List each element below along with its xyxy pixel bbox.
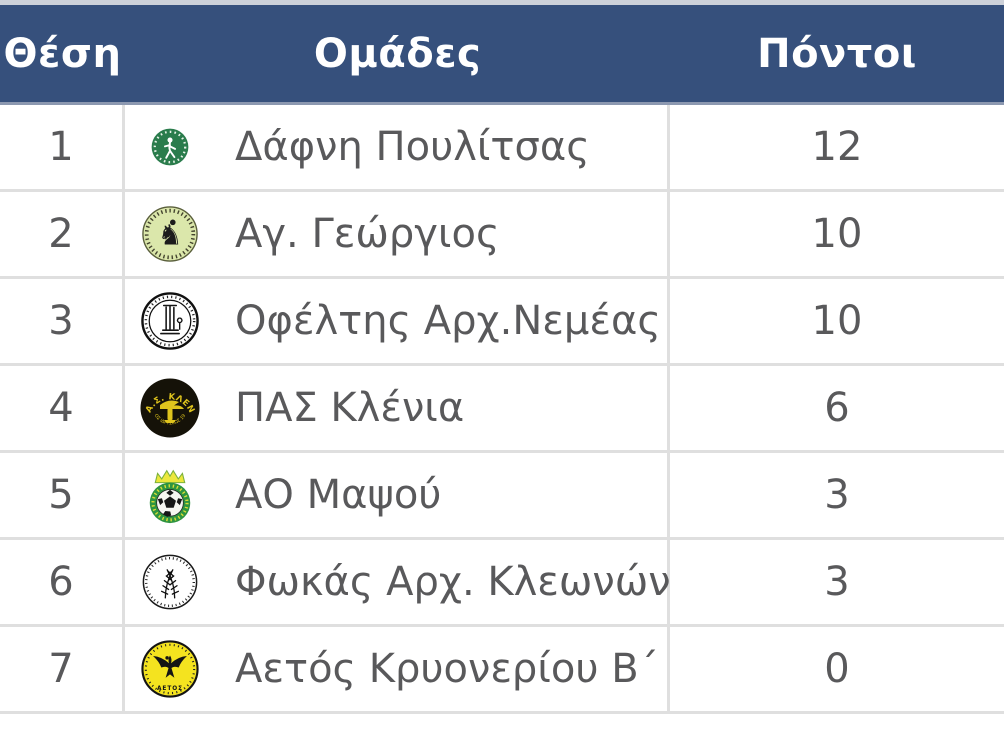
header-position: Θέση	[3, 30, 122, 77]
team-cell: Φωκάς Αρχ. Κλεωνών	[125, 540, 671, 624]
position-cell: 1	[0, 105, 125, 189]
points-cell: 12	[811, 124, 863, 170]
position-cell: 7	[0, 627, 125, 711]
position-cell: 3	[0, 279, 125, 363]
header-teams: Ομάδες	[313, 30, 482, 77]
table-header-row: Θέση Ομάδες Πόντοι	[0, 5, 1004, 105]
points-cell: 10	[811, 211, 863, 257]
fokas-archaion-kleonon-crest-icon	[137, 554, 203, 610]
points-cell: 6	[824, 385, 850, 431]
team-name: Αγ. Γεώργιος	[235, 211, 500, 257]
ao-mapsou-crest-icon	[137, 466, 203, 525]
team-name: Φωκάς Αρχ. Κλεωνών	[235, 559, 671, 605]
team-name: Αετός Κρυονερίου Β΄	[235, 646, 659, 692]
team-name: Δάφνη Πουλίτσας	[235, 124, 590, 170]
table-row: 1 Δάφνη Πουλίτσας 12	[0, 105, 1004, 192]
position-cell: 2	[0, 192, 125, 276]
svg-text:♞: ♞	[157, 218, 182, 251]
points-cell: 10	[811, 298, 863, 344]
agios-georgios-crest-icon: ♞	[137, 206, 203, 262]
points-cell: 0	[824, 646, 850, 692]
svg-text:ΑΕΤΟΣ: ΑΕΤΟΣ	[157, 686, 183, 692]
points-cell: 3	[824, 559, 850, 605]
standings-table: Θέση Ομάδες Πόντοι 1 Δάφνη Πουλίτσας 12	[0, 0, 1004, 714]
position-cell: 6	[0, 540, 125, 624]
table-row: 4 Π.Α.Σ. ΚΛΕΝΙΑ ΕΤΟΣ ΙΔΡΥΣΕΩΣ 1980	[0, 366, 1004, 453]
header-points: Πόντοι	[757, 30, 917, 77]
table-row: 3 Οφέλτης Αρχ.Νεμέας 10	[0, 279, 1004, 366]
table-row: 6 Φωκάς Αρχ. Κλεωνών	[0, 540, 1004, 627]
position-cell: 5	[0, 453, 125, 537]
table-row: 5	[0, 453, 1004, 540]
points-cell: 3	[824, 472, 850, 518]
team-name: Οφέλτης Αρχ.Νεμέας	[235, 298, 661, 344]
team-cell: Οφέλτης Αρχ.Νεμέας	[125, 279, 670, 363]
table-row: 2 ♞ Αγ. Γεώργιος 10	[0, 192, 1004, 279]
team-cell: Π.Α.Σ. ΚΛΕΝΙΑ ΕΤΟΣ ΙΔΡΥΣΕΩΣ 1980 ΠΑΣ Κλέ…	[125, 366, 670, 450]
team-name: ΠΑΣ Κλένια	[235, 385, 465, 431]
position-cell: 4	[0, 366, 125, 450]
team-cell: ΑΕΤΟΣ Αετός Κρυονερίου Β΄	[125, 627, 670, 711]
pas-klenia-crest-icon: Π.Α.Σ. ΚΛΕΝΙΑ ΕΤΟΣ ΙΔΡΥΣΕΩΣ 1980	[137, 378, 203, 438]
top-strip	[0, 0, 1004, 5]
table-body: 1 Δάφνη Πουλίτσας 12 2	[0, 105, 1004, 714]
aetos-kryoneriou-crest-icon: ΑΕΤΟΣ	[137, 640, 203, 698]
table-row: 7 ΑΕΤΟΣ Αετός Κρυονερίου Β΄ 0	[0, 627, 1004, 714]
team-cell: Δάφνη Πουλίτσας	[125, 105, 670, 189]
daphni-poulitsas-crest-icon	[137, 128, 203, 166]
team-cell: ΑΟ Μαψού	[125, 453, 670, 537]
ofeltis-archaias-nemeas-crest-icon	[137, 292, 203, 350]
team-name: ΑΟ Μαψού	[235, 472, 442, 518]
team-cell: ♞ Αγ. Γεώργιος	[125, 192, 670, 276]
